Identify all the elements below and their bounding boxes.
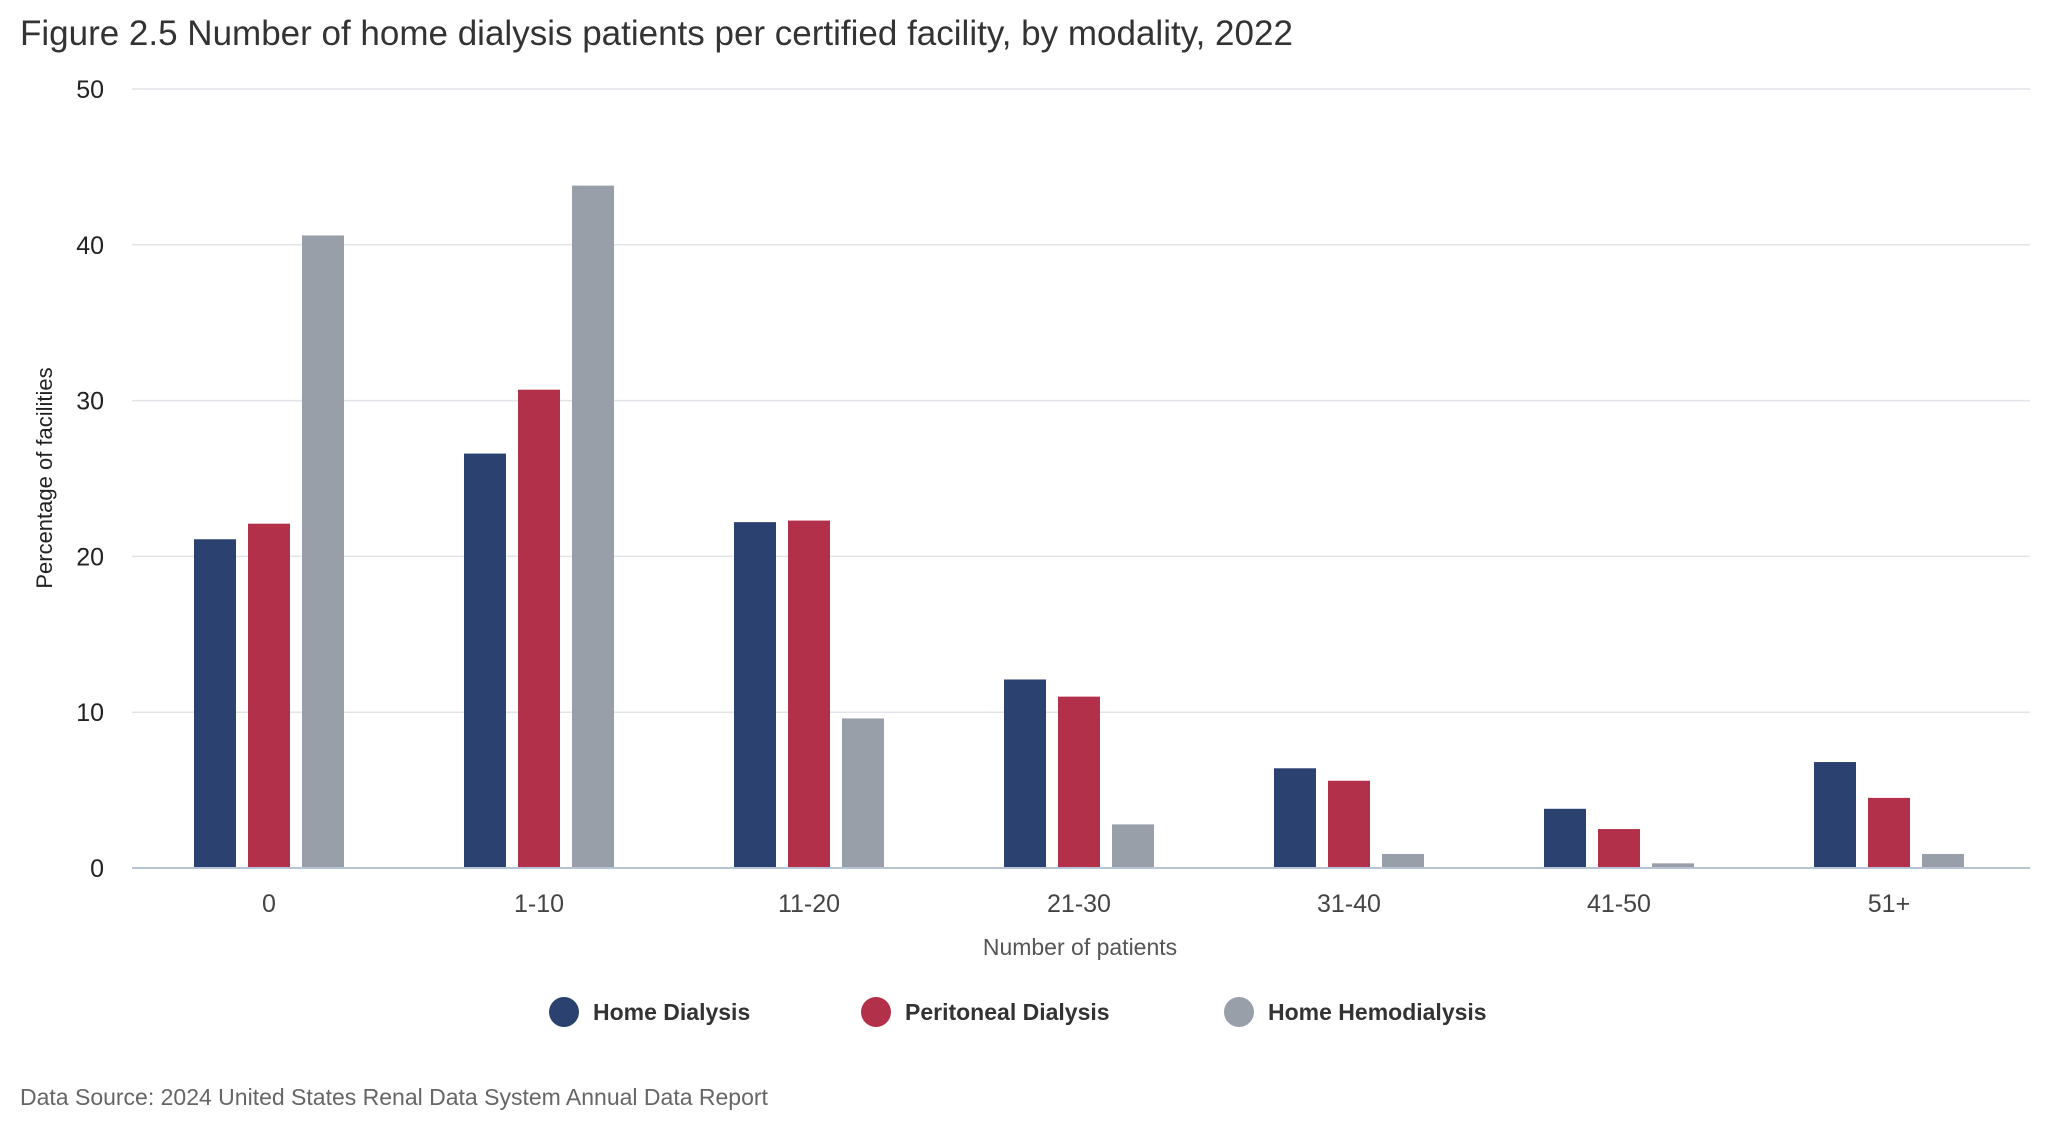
bar-peritoneal-dialysis-31-40[interactable] bbox=[1328, 780, 1370, 868]
legend-item-home-hemodialysis[interactable]: Home Hemodialysis bbox=[1224, 990, 1487, 1034]
bar-peritoneal-dialysis-21-30[interactable] bbox=[1058, 696, 1100, 868]
bars bbox=[194, 185, 1964, 868]
bar-peritoneal-dialysis-11-20[interactable] bbox=[788, 520, 830, 868]
y-tick-label: 50 bbox=[76, 76, 104, 104]
bar-home-hemodialysis-21-30[interactable] bbox=[1112, 824, 1154, 868]
legend-label: Peritoneal Dialysis bbox=[905, 998, 1110, 1025]
y-axis-ticks: 0 10 20 30 40 50 bbox=[76, 76, 104, 883]
legend: Home Dialysis Peritoneal Dialysis Home H… bbox=[0, 990, 2048, 1034]
x-tick-label: 0 bbox=[262, 890, 276, 918]
y-tick-label: 40 bbox=[76, 232, 104, 260]
x-tick-label: 11-20 bbox=[778, 890, 840, 918]
bar-home-hemodialysis-51plus[interactable] bbox=[1922, 853, 1964, 868]
data-source-note: Data Source: 2024 United States Renal Da… bbox=[20, 1084, 768, 1110]
x-tick-label: 21-30 bbox=[1047, 890, 1111, 918]
bar-home-hemodialysis-1-10[interactable] bbox=[572, 185, 614, 868]
bar-home-dialysis-1-10[interactable] bbox=[464, 453, 506, 868]
chart-title: Figure 2.5 Number of home dialysis patie… bbox=[20, 14, 1293, 53]
y-tick-label: 10 bbox=[76, 699, 104, 727]
bar-peritoneal-dialysis-0[interactable] bbox=[248, 523, 290, 868]
legend-swatch-home-dialysis bbox=[549, 997, 579, 1027]
legend-label: Home Hemodialysis bbox=[1268, 998, 1487, 1025]
legend-swatch-peritoneal-dialysis bbox=[861, 997, 891, 1027]
legend-item-peritoneal-dialysis[interactable]: Peritoneal Dialysis bbox=[861, 990, 1110, 1034]
x-axis-ticks: 0 1-10 11-20 21-30 31-40 41-50 51+ bbox=[262, 890, 1910, 918]
bar-home-dialysis-41-50[interactable] bbox=[1544, 808, 1586, 868]
legend-label: Home Dialysis bbox=[593, 998, 751, 1025]
bar-home-hemodialysis-31-40[interactable] bbox=[1382, 853, 1424, 868]
y-tick-label: 30 bbox=[76, 388, 104, 416]
x-tick-label: 51+ bbox=[1868, 890, 1910, 918]
y-tick-label: 0 bbox=[90, 855, 104, 883]
y-tick-label: 20 bbox=[76, 543, 104, 571]
legend-item-home-dialysis[interactable]: Home Dialysis bbox=[549, 990, 750, 1034]
bar-peritoneal-dialysis-41-50[interactable] bbox=[1598, 829, 1640, 868]
bar-home-hemodialysis-11-20[interactable] bbox=[842, 718, 884, 868]
bar-home-dialysis-11-20[interactable] bbox=[734, 522, 776, 868]
x-axis-label: Number of patients bbox=[983, 934, 1177, 960]
x-tick-label: 1-10 bbox=[514, 890, 564, 918]
bar-peritoneal-dialysis-51plus[interactable] bbox=[1868, 797, 1910, 868]
y-axis-label: Percentage of facilities bbox=[32, 367, 57, 588]
bar-home-dialysis-31-40[interactable] bbox=[1274, 768, 1316, 868]
bar-home-hemodialysis-0[interactable] bbox=[302, 235, 344, 868]
x-tick-label: 31-40 bbox=[1317, 890, 1381, 918]
x-tick-label: 41-50 bbox=[1587, 890, 1651, 918]
gridlines bbox=[132, 88, 2030, 713]
bar-home-dialysis-0[interactable] bbox=[194, 539, 236, 868]
legend-swatch-home-hemodialysis bbox=[1224, 997, 1254, 1027]
bar-home-dialysis-21-30[interactable] bbox=[1004, 679, 1046, 868]
bar-home-hemodialysis-41-50[interactable] bbox=[1652, 863, 1694, 868]
bar-peritoneal-dialysis-1-10[interactable] bbox=[518, 389, 560, 868]
bar-home-dialysis-51plus[interactable] bbox=[1814, 762, 1856, 868]
